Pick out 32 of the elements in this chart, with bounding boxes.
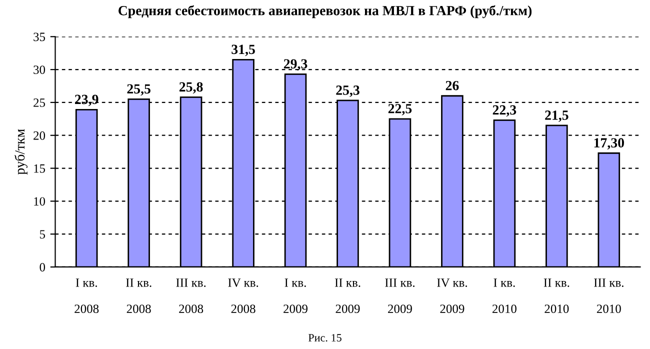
y-tick-label: 5 <box>40 230 46 239</box>
category-label: III кв. 2010 <box>594 278 624 314</box>
y-tick-label: 35 <box>34 32 46 42</box>
category-label: II кв. 2008 <box>126 278 152 314</box>
data-label: 25,5 <box>127 84 150 96</box>
category-label: III кв. 2008 <box>176 278 206 314</box>
category-label: I кв. 2008 <box>74 278 99 314</box>
y-tick-label: 0 <box>40 263 46 272</box>
text: Рис. 15 <box>308 334 342 342</box>
y-tick-label: 20 <box>34 131 46 140</box>
y-tick-label: 30 <box>34 66 46 74</box>
category-label: I кв. 2009 <box>284 278 308 314</box>
category-label: IV кв. 2008 <box>228 278 258 314</box>
y-tick-label: 10 <box>34 197 46 206</box>
data-label: 26 <box>446 80 459 90</box>
category-label: IV кв. 2009 <box>437 278 467 314</box>
data-label: 29,3 <box>284 59 308 71</box>
data-label: 31,5 <box>232 44 255 56</box>
y-tick-label: 25 <box>34 98 46 107</box>
data-label: 21,5 <box>545 110 568 122</box>
data-label: 22,5 <box>388 104 412 116</box>
data-label: 22,3 <box>492 105 516 117</box>
category-label: II кв. 2010 <box>544 278 570 314</box>
y-tick-label: 15 <box>34 164 46 173</box>
chart-title: Средняя себестоимость авиаперевозок на МВЛ в ГАРФ (руб./ткм) <box>118 5 532 18</box>
category-label: II кв. 2009 <box>334 278 360 314</box>
data-label: 17,30 <box>594 138 624 150</box>
category-label: III кв. 2009 <box>385 278 415 314</box>
y-axis-title: руб/ткм <box>14 129 28 175</box>
data-label: 25,8 <box>179 82 203 94</box>
category-label: I кв. 2010 <box>492 278 516 314</box>
data-label: 25,3 <box>336 86 360 97</box>
